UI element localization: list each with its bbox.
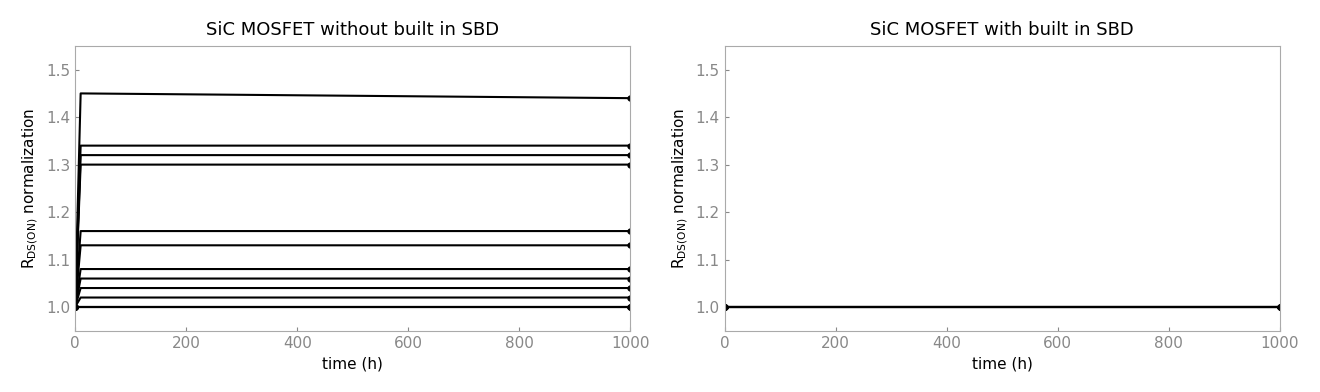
X-axis label: time (h): time (h) — [972, 356, 1032, 371]
Y-axis label: $\mathregular{R_{DS(ON)}}$ normalization: $\mathregular{R_{DS(ON)}}$ normalization — [671, 108, 690, 269]
X-axis label: time (h): time (h) — [322, 356, 383, 371]
Y-axis label: $\mathregular{R_{DS(ON)}}$ normalization: $\mathregular{R_{DS(ON)}}$ normalization — [21, 108, 41, 269]
Title: SiC MOSFET with built in SBD: SiC MOSFET with built in SBD — [870, 21, 1134, 39]
Title: SiC MOSFET without built in SBD: SiC MOSFET without built in SBD — [206, 21, 499, 39]
